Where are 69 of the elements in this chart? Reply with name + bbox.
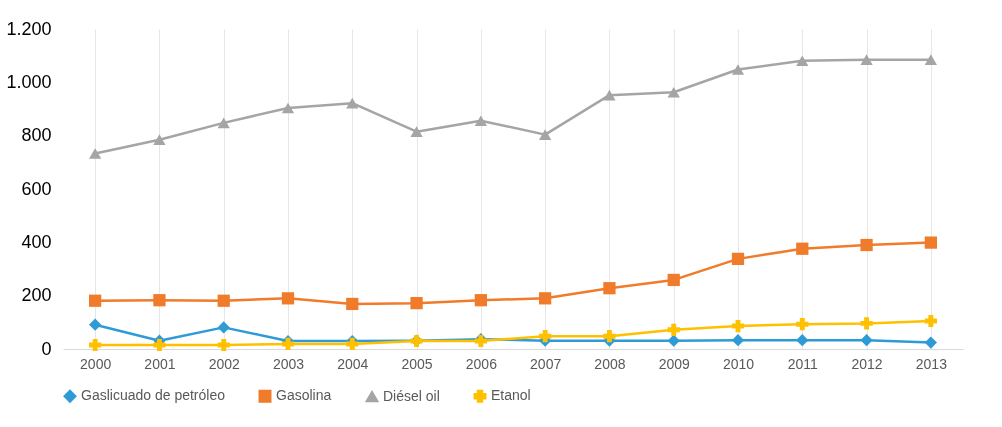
point xyxy=(667,86,680,98)
point xyxy=(924,314,937,328)
point xyxy=(89,338,102,352)
point xyxy=(731,64,745,75)
y-tick-label: 1.000 xyxy=(6,71,52,92)
legend-label: Etanol xyxy=(491,387,531,404)
legend-label: Gaslicuado de petróleo xyxy=(81,387,226,404)
x-tick-label: 2008 xyxy=(594,355,626,372)
point xyxy=(603,330,616,343)
x-tick-label: 2002 xyxy=(208,355,240,372)
y-tick-label: 200 xyxy=(21,285,52,306)
x-tick-label: 2004 xyxy=(337,355,369,372)
x-tick-label: 2005 xyxy=(401,355,433,372)
x-tick-label: 2007 xyxy=(530,355,562,372)
point xyxy=(603,282,616,295)
point xyxy=(474,115,487,127)
point xyxy=(281,292,295,305)
x-tick-label: 2012 xyxy=(851,355,883,372)
point xyxy=(410,297,423,310)
point xyxy=(217,294,230,307)
point xyxy=(667,323,680,336)
point xyxy=(539,292,552,305)
point xyxy=(89,318,102,331)
x-tick-label: 2003 xyxy=(272,355,305,372)
point xyxy=(860,238,873,252)
point xyxy=(89,148,102,159)
point xyxy=(346,97,359,109)
point xyxy=(924,54,937,65)
x-tick-label: 2009 xyxy=(658,355,690,372)
y-tick-label: 800 xyxy=(21,125,52,146)
point xyxy=(796,55,809,67)
x-tick-label: 2006 xyxy=(465,355,498,372)
point xyxy=(924,236,937,249)
point xyxy=(153,134,166,145)
point xyxy=(731,334,745,347)
y-tick-label: 0 xyxy=(41,338,52,359)
point xyxy=(281,102,295,114)
point xyxy=(796,318,809,331)
point xyxy=(153,294,166,307)
point xyxy=(410,126,423,137)
point xyxy=(796,334,809,347)
point xyxy=(539,330,552,343)
point xyxy=(731,252,745,265)
y-tick-label: 1.200 xyxy=(6,18,52,39)
x-tick-label: 2001 xyxy=(144,355,176,372)
point xyxy=(924,336,937,349)
point xyxy=(603,89,616,101)
point xyxy=(346,297,359,311)
point xyxy=(731,319,745,333)
x-tick-label: 2011 xyxy=(787,355,819,372)
point xyxy=(153,338,166,352)
point xyxy=(860,54,873,65)
point xyxy=(539,129,552,140)
point xyxy=(217,338,230,352)
x-tick-label: 2010 xyxy=(722,355,755,372)
point xyxy=(217,321,230,334)
point xyxy=(667,273,680,287)
legend-label: Gasolina xyxy=(276,387,332,404)
point xyxy=(89,294,102,307)
x-tick-label: 2013 xyxy=(915,355,948,372)
x-tick-label: 2000 xyxy=(80,355,112,372)
y-tick-label: 400 xyxy=(21,231,52,252)
point xyxy=(474,294,487,307)
y-tick-label: 600 xyxy=(21,178,52,199)
legend-label: Diésel oil xyxy=(383,387,440,404)
point xyxy=(217,117,230,129)
point xyxy=(860,334,873,347)
point xyxy=(860,317,873,330)
point xyxy=(796,242,809,255)
